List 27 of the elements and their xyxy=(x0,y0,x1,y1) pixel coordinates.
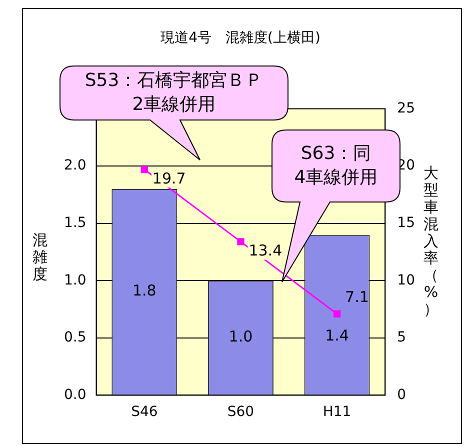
annotation: S63：同 4車線併用 xyxy=(294,143,378,188)
y-tick-label: 1.5 xyxy=(64,215,86,231)
y-tick-label: 2.0 xyxy=(64,158,86,174)
x-tick-label: S46 xyxy=(131,404,158,420)
y2-tick-label: 25 xyxy=(397,100,416,116)
annotation: S53：石橋宇都宮ＢＰ 2車線併用 xyxy=(84,69,264,117)
y-tick-label: 0.0 xyxy=(64,386,86,403)
y-axis-title: 混雑度 xyxy=(32,231,48,283)
data-label: 1.8 xyxy=(132,282,156,300)
point xyxy=(140,166,148,174)
x-tick-label: S60 xyxy=(227,404,254,420)
point xyxy=(237,238,244,246)
chart-title: 現道4号 混雑度(上横田) xyxy=(160,30,320,46)
y-tick-label: 1.0 xyxy=(64,272,86,288)
x-tick-label: H11 xyxy=(322,404,352,420)
point xyxy=(333,310,341,318)
data-label: 13.4 xyxy=(248,242,282,260)
y2-tick-label: 0 xyxy=(397,386,406,403)
data-label: 19.7 xyxy=(152,169,186,188)
y2-tick-label: 5 xyxy=(397,330,406,346)
data-label: 1.4 xyxy=(325,326,349,345)
y-tick-label: 0.5 xyxy=(64,330,86,346)
y2-tick-label: 15 xyxy=(397,215,416,231)
y2-tick-label: 10 xyxy=(397,272,416,288)
data-label: 7.1 xyxy=(345,288,369,306)
text: 大型車混入率（%） xyxy=(424,164,438,318)
data-label: 1.0 xyxy=(228,328,253,346)
